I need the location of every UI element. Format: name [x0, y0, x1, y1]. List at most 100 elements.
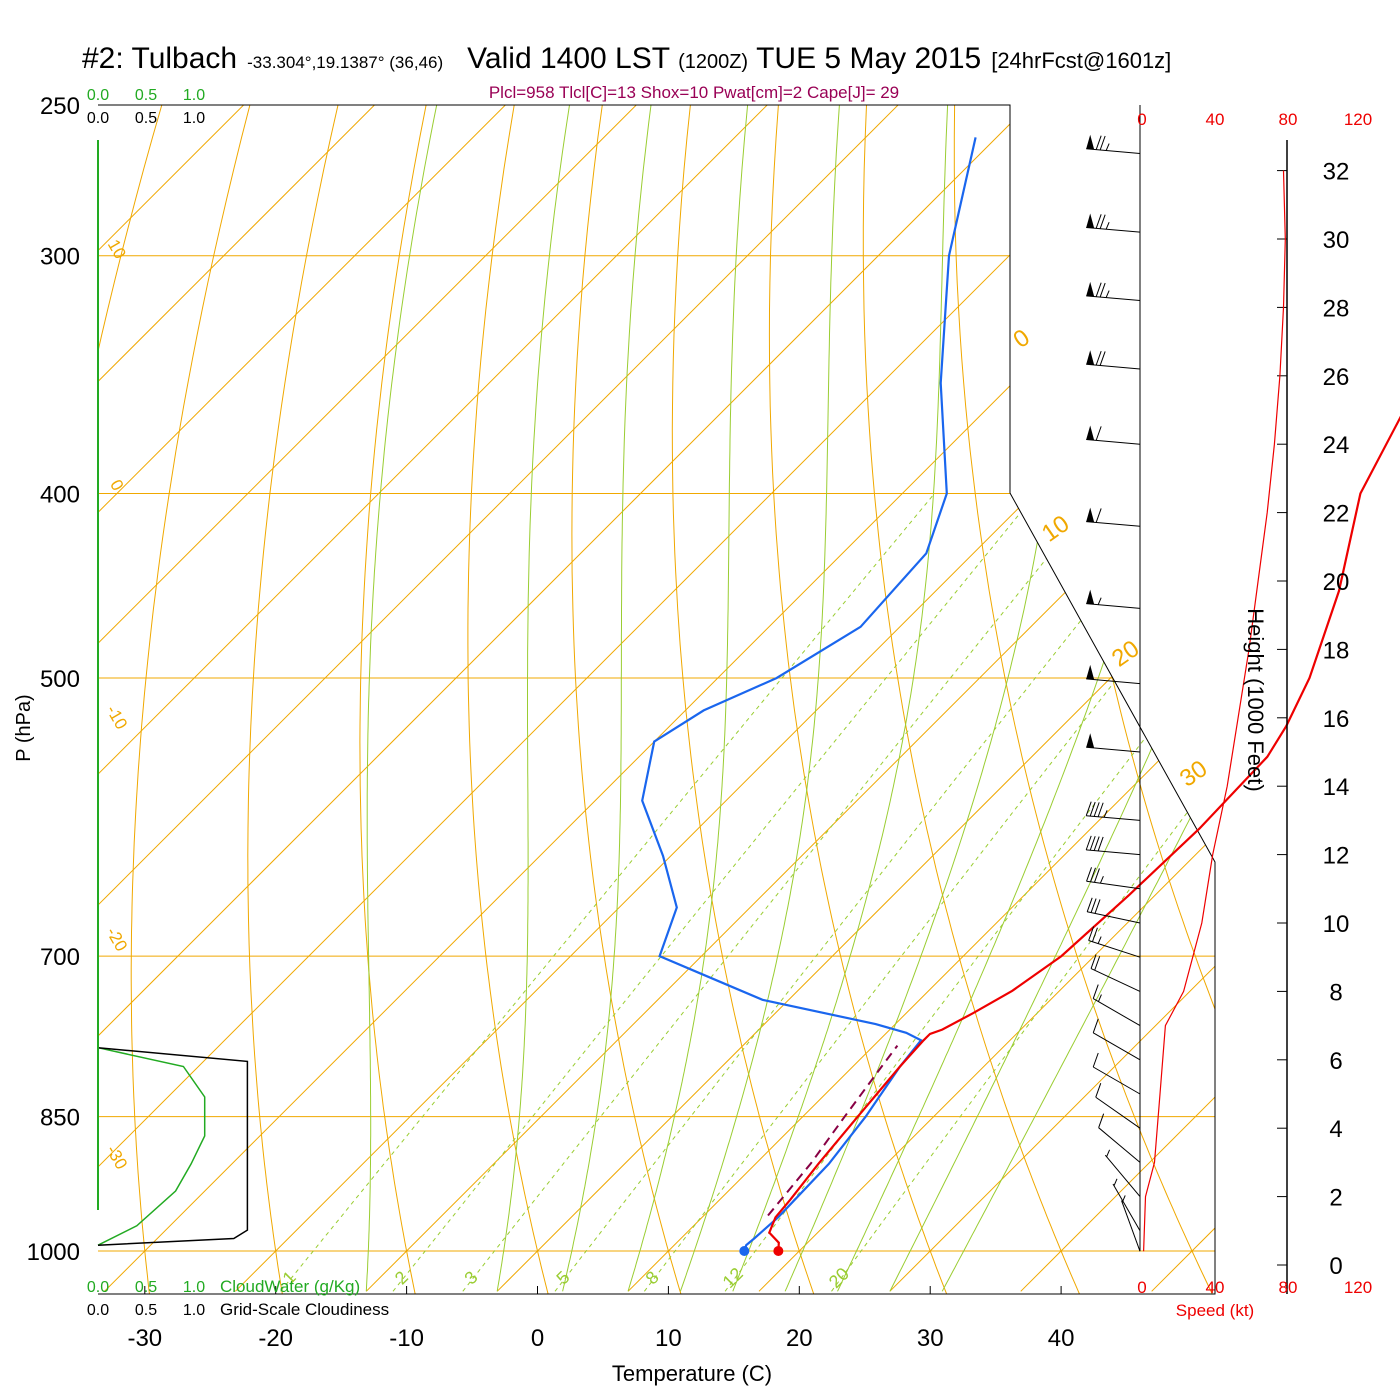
- temperature-tick-label: -20: [258, 1325, 293, 1352]
- surface-dewpoint-marker: [739, 1246, 750, 1256]
- cloud-profile-panel: [97, 1046, 249, 1246]
- wind-barb-half: [1097, 936, 1102, 944]
- speed-tick-bottom: 0: [1137, 1278, 1146, 1297]
- wind-barb-staff: [1086, 815, 1141, 821]
- isotherm-line: [758, 105, 1215, 1292]
- wind-barb-staff: [1112, 1183, 1141, 1232]
- wind-barb-staff: [1088, 940, 1141, 958]
- mixing-ratio-line: [280, 493, 935, 1292]
- height-tick-label: 30: [1323, 227, 1350, 254]
- wind-barb-full: [1092, 984, 1099, 999]
- wind-barb-flag: [1086, 589, 1095, 605]
- station-name: #2: Tulbach: [82, 42, 237, 75]
- wind-barb-flag: [1086, 134, 1095, 150]
- speed-tick-bottom: 80: [1279, 1278, 1298, 1297]
- isotherm-line: [104, 105, 1215, 1292]
- wind-barb-full: [1086, 897, 1093, 912]
- isotherm-line: [889, 105, 1215, 1292]
- dry-adiabat-line: [571, 105, 683, 1294]
- cloud-water-tick-bottom: 1.0: [183, 1279, 205, 1296]
- mixing-ratio-label: 8: [642, 1267, 663, 1288]
- mixing-ratio-label: 3: [460, 1267, 481, 1288]
- wind-barb-full: [1095, 1083, 1102, 1098]
- wind-barb-staff: [1092, 1032, 1141, 1061]
- wind-barb-full: [1095, 426, 1102, 441]
- wind-barb-flag: [1086, 213, 1095, 229]
- x-axis-label: Temperature (C): [612, 1361, 772, 1386]
- plot-frame: [98, 104, 1216, 1295]
- wind-barb-full: [1098, 1113, 1105, 1128]
- temperature-tick-label: -30: [127, 1325, 162, 1352]
- wind-barb-flag: [1086, 350, 1095, 365]
- wind-barb-staff: [1086, 746, 1141, 753]
- moist-adiabat-line: [365, 105, 445, 1292]
- dry-adiabat-label: 10: [1037, 510, 1074, 547]
- height-tick-label: 32: [1323, 159, 1350, 186]
- y-axis-label: P (hPa): [13, 694, 35, 761]
- speed-axis-label: Speed (kt): [1176, 1301, 1254, 1320]
- valid-date: TUE 5 May 2015: [756, 42, 981, 75]
- isotherm-line: [98, 105, 802, 1292]
- wind-barb-staff: [1121, 1200, 1141, 1252]
- speed-tick-bottom: 40: [1206, 1278, 1225, 1297]
- wind-barb-staff: [1086, 849, 1141, 856]
- temperature-line: [768, 415, 1400, 1252]
- wind-barb-staff: [1095, 1096, 1141, 1129]
- dry-adiabat-label: 10: [104, 236, 130, 262]
- pressure-tick-label: 400: [40, 482, 80, 509]
- station-coords: -33.304°,19.1387° (36,46): [247, 53, 443, 72]
- isotherm-line: [235, 105, 1215, 1292]
- wind-barb-staff: [1086, 363, 1141, 370]
- wind-barb-full: [1089, 836, 1096, 851]
- wind-barb-flag: [1086, 281, 1095, 297]
- dry-adiabat-line: [768, 105, 950, 1294]
- temperature-tick-label: 0: [531, 1325, 544, 1352]
- wind-barb-half: [1113, 1178, 1118, 1186]
- wind-barb-full: [1092, 1018, 1099, 1033]
- wind-barb-full: [1090, 867, 1096, 883]
- pressure-tick-label: 1000: [27, 1239, 80, 1266]
- wind-barb-full: [1095, 350, 1102, 366]
- dry-adiabat-label: 30: [1175, 755, 1212, 792]
- wind-barb-full: [1095, 282, 1102, 297]
- speed-tick-top: 40: [1206, 110, 1225, 129]
- wind-barb: [1085, 835, 1141, 856]
- dry-adiabat-line: [1304, 71, 1400, 1299]
- wind-barb: [1098, 1113, 1141, 1163]
- isotherm-line: [98, 105, 933, 1292]
- wind-barb-staff: [1086, 521, 1141, 527]
- height-tick-label: 10: [1323, 911, 1350, 938]
- wind-barb-half: [1105, 221, 1110, 230]
- wind-barb: [1086, 507, 1141, 527]
- isotherm-line: [98, 105, 409, 1292]
- wind-barb-staff: [1086, 603, 1141, 609]
- wind-barb: [1086, 213, 1141, 233]
- cloudiness-tick-top: 0.0: [87, 110, 109, 127]
- cloud-water-tick-top: 0.5: [135, 87, 157, 104]
- dry-adiabat-line: [1391, 71, 1400, 1299]
- moist-adiabat-line: [784, 105, 1077, 1292]
- wind-barb-staff: [1104, 1154, 1141, 1197]
- pressure-tick-label: 700: [40, 944, 80, 971]
- wind-barb-staff: [1092, 998, 1141, 1027]
- height-tick-label: 0: [1329, 1253, 1342, 1280]
- chart-title: #2: Tulbach -33.304°,19.1387° (36,46) Vali…: [82, 42, 1171, 75]
- wind-barb-staff: [1086, 438, 1141, 445]
- wind-barb-full: [1097, 836, 1104, 852]
- moist-adiabat-line: [732, 105, 950, 1292]
- isotherm-line: [1283, 71, 1400, 1291]
- dry-adiabat-line: [359, 105, 434, 1294]
- wind-barb-half: [1105, 143, 1110, 151]
- cloudiness-tick-bottom: 1.0: [183, 1302, 205, 1319]
- moist-adiabat-line: [496, 105, 576, 1292]
- wind-barb-full: [1093, 836, 1100, 851]
- dry-adiabat-label: -30: [102, 1142, 131, 1173]
- cloudiness-tick-top: 1.0: [183, 110, 205, 127]
- height-tick-label: 6: [1329, 1048, 1342, 1075]
- temperature-tick-label: 20: [786, 1325, 813, 1352]
- dry-adiabat-label: 20: [1107, 635, 1144, 672]
- mixing-ratio-label: 12: [719, 1264, 747, 1292]
- background-grid: [98, 71, 1400, 1299]
- speed-tick-top: 80: [1279, 110, 1298, 129]
